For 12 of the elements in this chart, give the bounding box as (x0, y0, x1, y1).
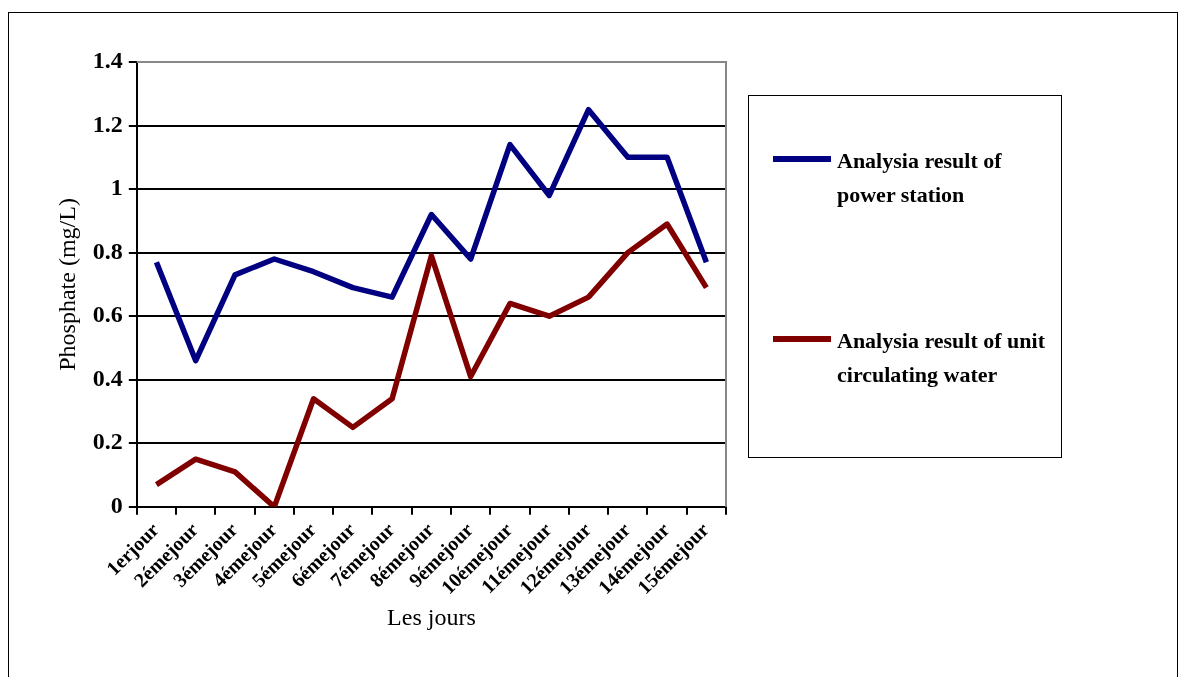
legend-label: Analysia result of power station (837, 147, 1003, 209)
y-tick-label: 0 (110, 492, 123, 519)
y-tick-label: 0.2 (92, 428, 123, 455)
y-tick-label: 0.6 (92, 301, 123, 328)
y-tick-label: 1 (110, 174, 123, 201)
y-tick-label: 0.4 (92, 364, 123, 391)
legend-label: Analysia result of unit circulating water (837, 327, 1046, 389)
y-axis-title: Phosphate (mg/L) (53, 198, 80, 371)
x-axis-title: Les jours (387, 603, 476, 630)
y-tick-label: 1.2 (92, 110, 123, 137)
y-tick-label: 0.8 (92, 237, 123, 264)
y-tick-label: 1.4 (92, 47, 123, 74)
